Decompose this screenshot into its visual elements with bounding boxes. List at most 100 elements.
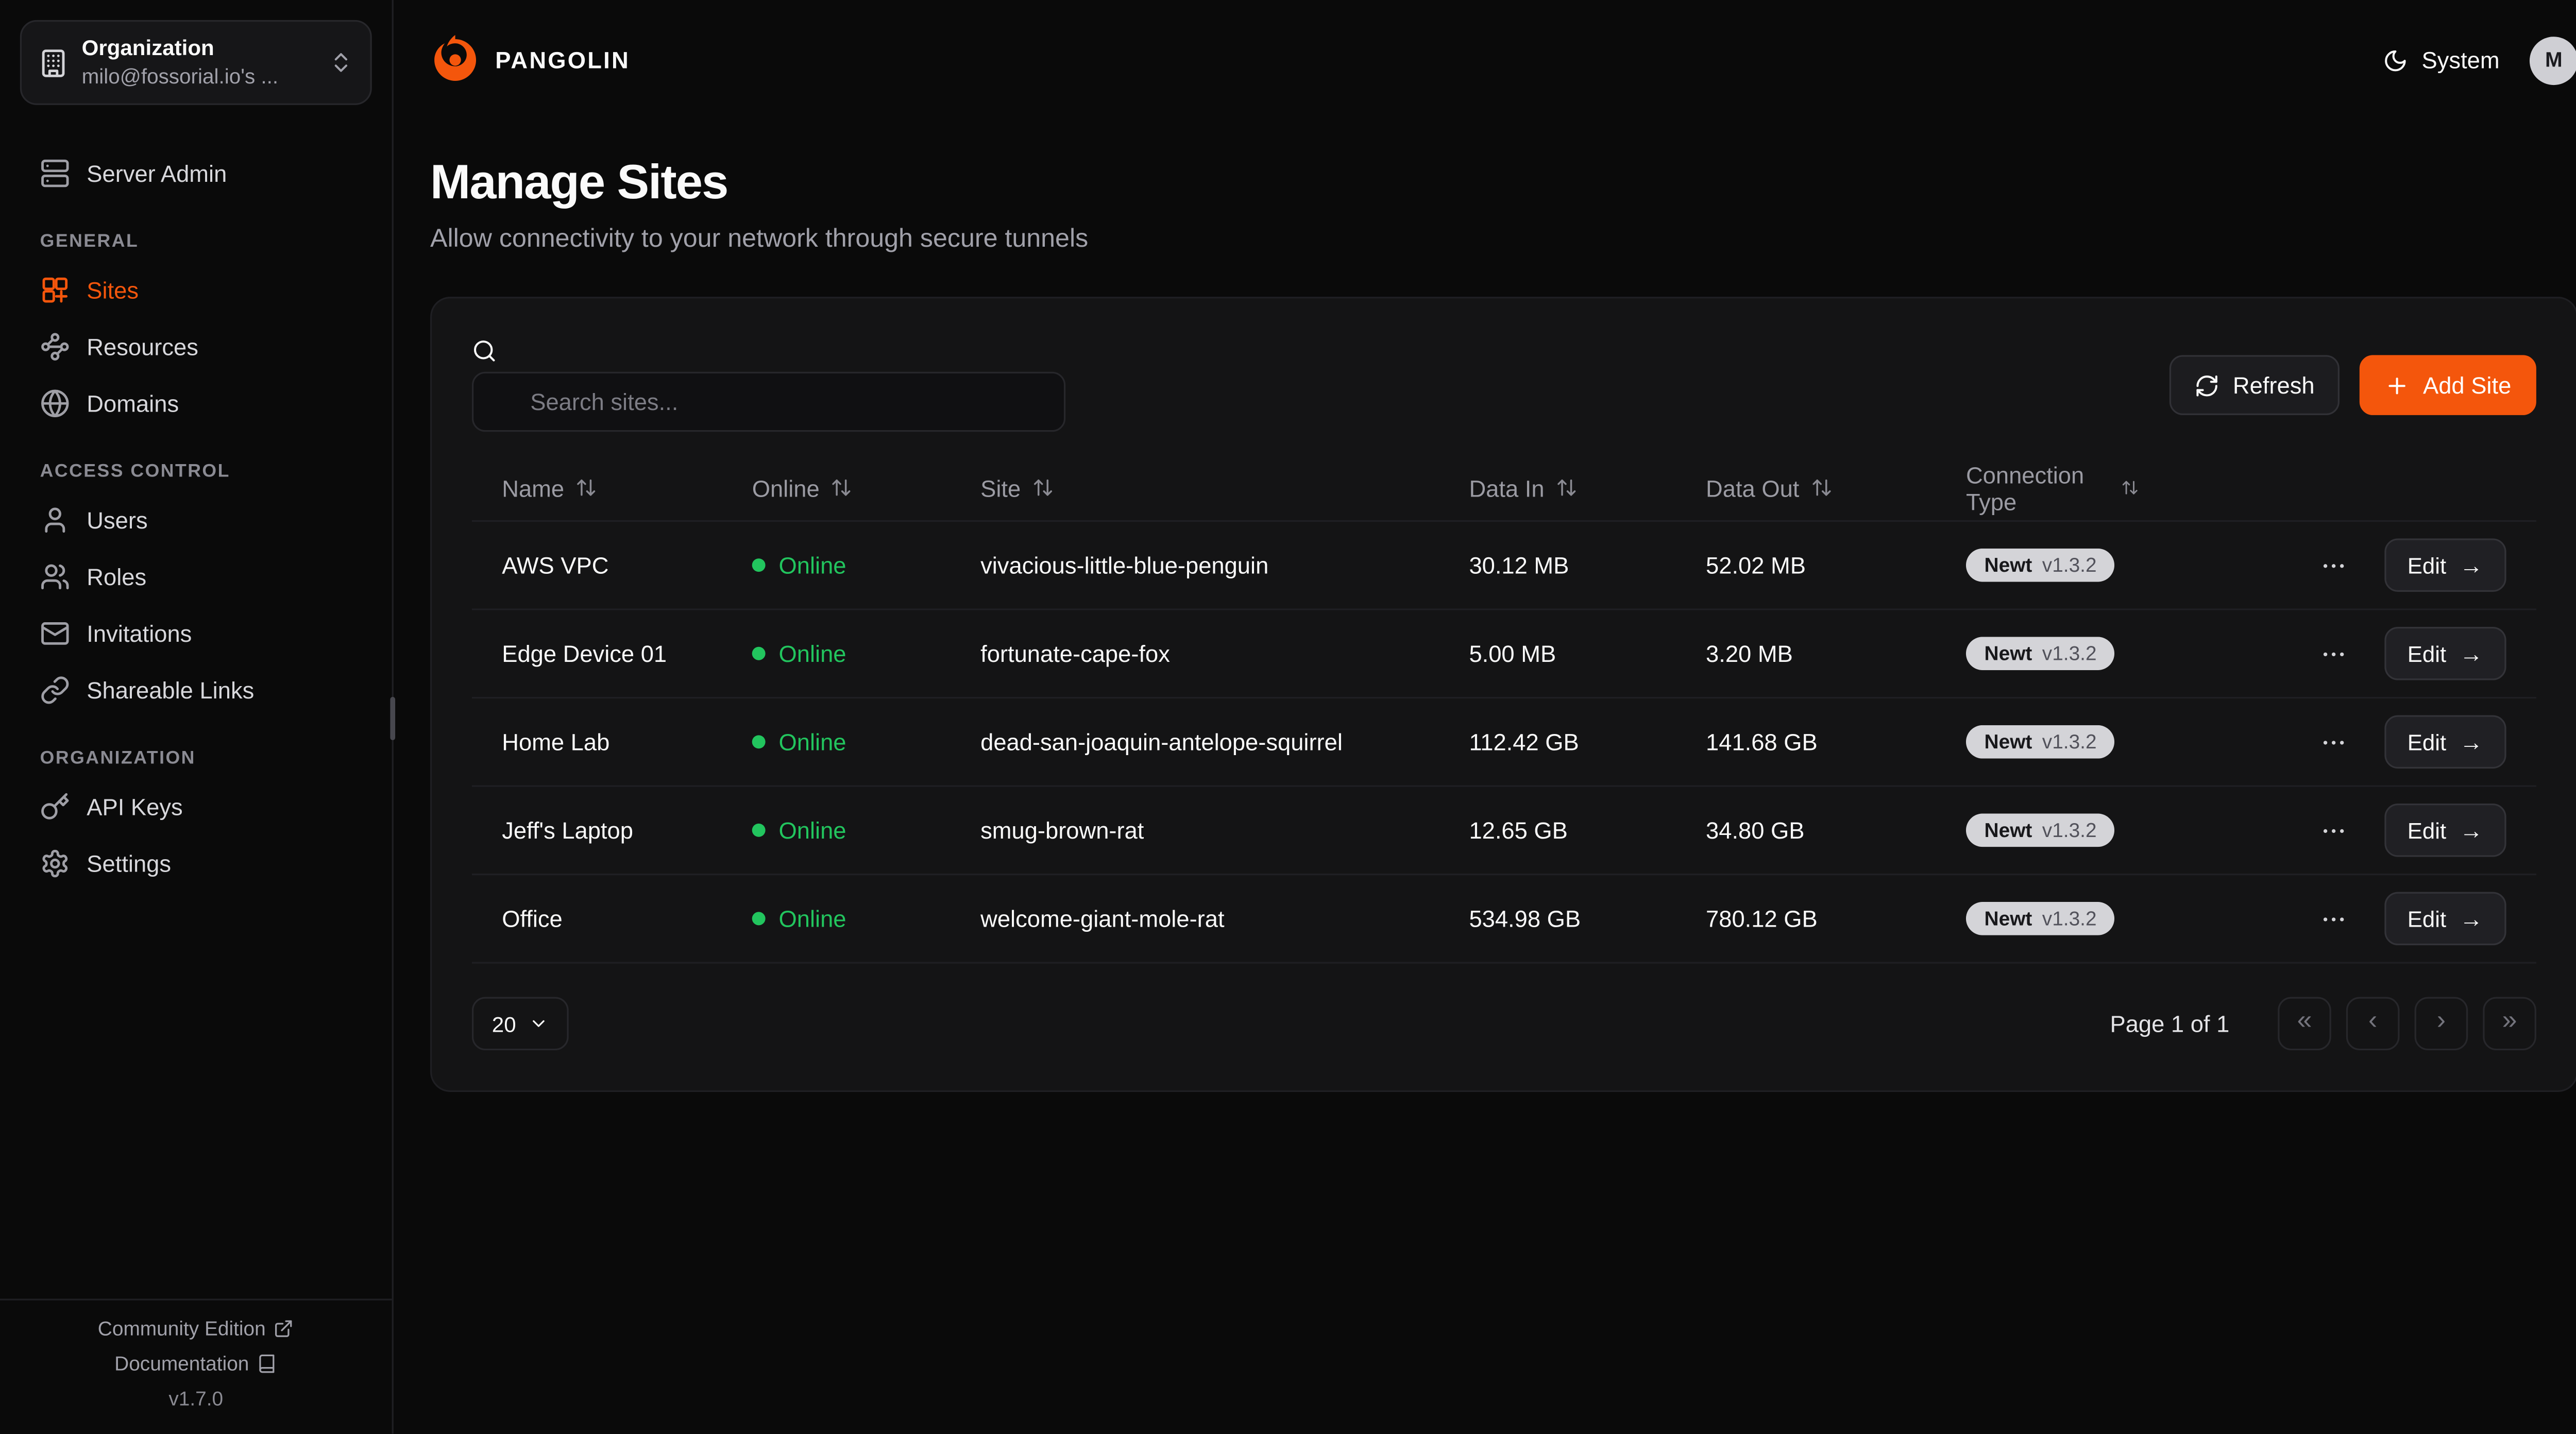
site-status-cell: Online	[739, 552, 967, 578]
refresh-button[interactable]: Refresh	[2169, 355, 2340, 415]
sidebar: Organization milo@fossorial.io's ... Ser…	[0, 0, 396, 1434]
connection-type-cell: Newt v1.3.2	[1953, 813, 2153, 847]
edit-label: Edit	[2407, 552, 2447, 578]
edit-button[interactable]: Edit →	[2384, 892, 2506, 946]
pangolin-logo-icon	[434, 35, 477, 81]
section-heading-access-control: ACCESS CONTROL	[40, 462, 230, 482]
building-icon	[42, 48, 65, 77]
sidebar-item-domains[interactable]: Domains	[20, 375, 372, 432]
sidebar-item-label: Resources	[87, 333, 198, 361]
sidebar-footer: Community Edition Documentation v1.7.0	[0, 1299, 392, 1433]
sort-icon	[1557, 479, 1576, 496]
column-header-name[interactable]: Name	[488, 474, 738, 501]
connection-type-cell: Newt v1.3.2	[1953, 548, 2153, 582]
sidebar-item-api-keys[interactable]: API Keys	[20, 779, 372, 835]
site-status-cell: Online	[739, 817, 967, 844]
documentation-link[interactable]: Documentation	[114, 1352, 277, 1375]
edit-button[interactable]: Edit →	[2384, 715, 2506, 769]
data-in-cell: 534.98 GB	[1469, 905, 1581, 932]
sites-card: Refresh Add Site Name Online Site Data I…	[430, 297, 2576, 1092]
user-icon	[45, 507, 65, 533]
column-header-site[interactable]: Site	[967, 474, 1455, 501]
table-row: Jeff's Laptop Online smug-brown-rat 12.6…	[471, 787, 2536, 876]
sort-icon	[2123, 481, 2138, 494]
chevrons-up-down-icon	[334, 53, 348, 72]
row-menu-button[interactable]	[2312, 721, 2354, 763]
mail-icon	[41, 622, 69, 645]
chevron-right-icon: ›	[2436, 1006, 2446, 1035]
sidebar-item-roles[interactable]: Roles	[20, 549, 372, 605]
edit-button[interactable]: Edit →	[2384, 804, 2506, 857]
site-status-cell: Online	[739, 728, 967, 755]
theme-label: System	[2421, 46, 2500, 74]
edit-button[interactable]: Edit →	[2384, 626, 2506, 680]
org-switcher[interactable]: Organization milo@fossorial.io's ...	[20, 20, 372, 106]
row-actions-cell: Edit →	[2153, 804, 2519, 857]
next-page-button[interactable]: ›	[2414, 997, 2468, 1051]
sidebar-nav: Server Admin GENERAL Sites Resources Dom…	[0, 125, 392, 1299]
pagination: Page 1 of 1 « ‹ › »	[2110, 997, 2536, 1051]
section-heading-organization: ORGANIZATION	[40, 748, 196, 769]
ellipsis-icon	[2323, 740, 2344, 744]
status-label: Online	[778, 816, 846, 844]
globe-icon	[41, 390, 69, 418]
row-menu-button[interactable]	[2312, 633, 2354, 674]
sidebar-item-sites[interactable]: Sites	[20, 262, 372, 319]
column-header-online[interactable]: Online	[739, 474, 967, 501]
arrow-right-icon: →	[2459, 640, 2483, 667]
site-name-cell: Jeff's Laptop	[502, 816, 633, 844]
status-label: Online	[778, 905, 846, 932]
sidebar-item-settings[interactable]: Settings	[20, 835, 372, 892]
row-menu-button[interactable]	[2312, 544, 2354, 586]
edit-label: Edit	[2407, 729, 2447, 755]
column-header-data-out[interactable]: Data Out	[1692, 474, 1953, 501]
sidebar-item-resources[interactable]: Resources	[20, 319, 372, 375]
status-label: Online	[778, 552, 846, 579]
table-row: AWS VPC Online vivacious-little-blue-pen…	[471, 522, 2536, 610]
online-dot-icon	[752, 735, 766, 749]
edit-label: Edit	[2407, 906, 2447, 931]
sidebar-item-server-admin[interactable]: Server Admin	[20, 145, 372, 202]
last-page-button[interactable]: »	[2483, 997, 2536, 1051]
sort-icon	[1034, 479, 1053, 496]
waypoints-icon	[41, 333, 69, 361]
row-actions-cell: Edit →	[2153, 715, 2519, 769]
refresh-label: Refresh	[2232, 371, 2315, 399]
theme-switcher[interactable]: System	[2383, 46, 2500, 74]
online-dot-icon	[752, 912, 766, 926]
online-dot-icon	[752, 558, 766, 572]
row-menu-button[interactable]	[2312, 898, 2354, 940]
site-slug-cell: welcome-giant-mole-rat	[980, 905, 1225, 932]
row-menu-button[interactable]	[2312, 809, 2354, 851]
column-header-connection-type[interactable]: Connection Type	[1953, 461, 2153, 514]
site-name-cell: Home Lab	[502, 728, 610, 756]
ellipsis-icon	[2323, 563, 2344, 567]
data-in-cell: 5.00 MB	[1469, 640, 1556, 667]
section-heading-general: GENERAL	[40, 232, 139, 252]
sidebar-scrollbar[interactable]	[390, 696, 396, 741]
search-input[interactable]	[471, 371, 1066, 432]
data-out-cell: 780.12 GB	[1706, 905, 1818, 932]
arrow-right-icon: →	[2459, 728, 2483, 756]
page-size-value: 20	[492, 1011, 516, 1036]
community-edition-label: Community Edition	[97, 1317, 266, 1341]
sidebar-item-users[interactable]: Users	[20, 492, 372, 549]
edit-button[interactable]: Edit →	[2384, 538, 2506, 592]
community-edition-link[interactable]: Community Edition	[98, 1317, 294, 1340]
sidebar-item-label: API Keys	[87, 794, 183, 821]
sidebar-item-shareable-links[interactable]: Shareable Links	[20, 662, 372, 719]
site-slug-cell: vivacious-little-blue-penguin	[980, 552, 1269, 579]
column-header-data-in[interactable]: Data In	[1456, 474, 1693, 501]
prev-page-button[interactable]: ‹	[2346, 997, 2400, 1051]
sidebar-item-invitations[interactable]: Invitations	[20, 605, 372, 662]
ellipsis-icon	[2323, 652, 2344, 656]
brand-home-link[interactable]: PANGOLIN	[430, 35, 630, 85]
user-avatar[interactable]: M	[2529, 36, 2576, 84]
table-header-row: Name Online Site Data In Data Out Connec…	[471, 455, 2536, 522]
ellipsis-icon	[2323, 916, 2344, 921]
site-slug-cell: smug-brown-rat	[980, 816, 1144, 844]
first-page-button[interactable]: «	[2278, 997, 2331, 1051]
sidebar-item-label: Server Admin	[87, 160, 227, 187]
page-size-select[interactable]: 20	[471, 997, 570, 1051]
add-site-button[interactable]: Add Site	[2359, 355, 2536, 415]
